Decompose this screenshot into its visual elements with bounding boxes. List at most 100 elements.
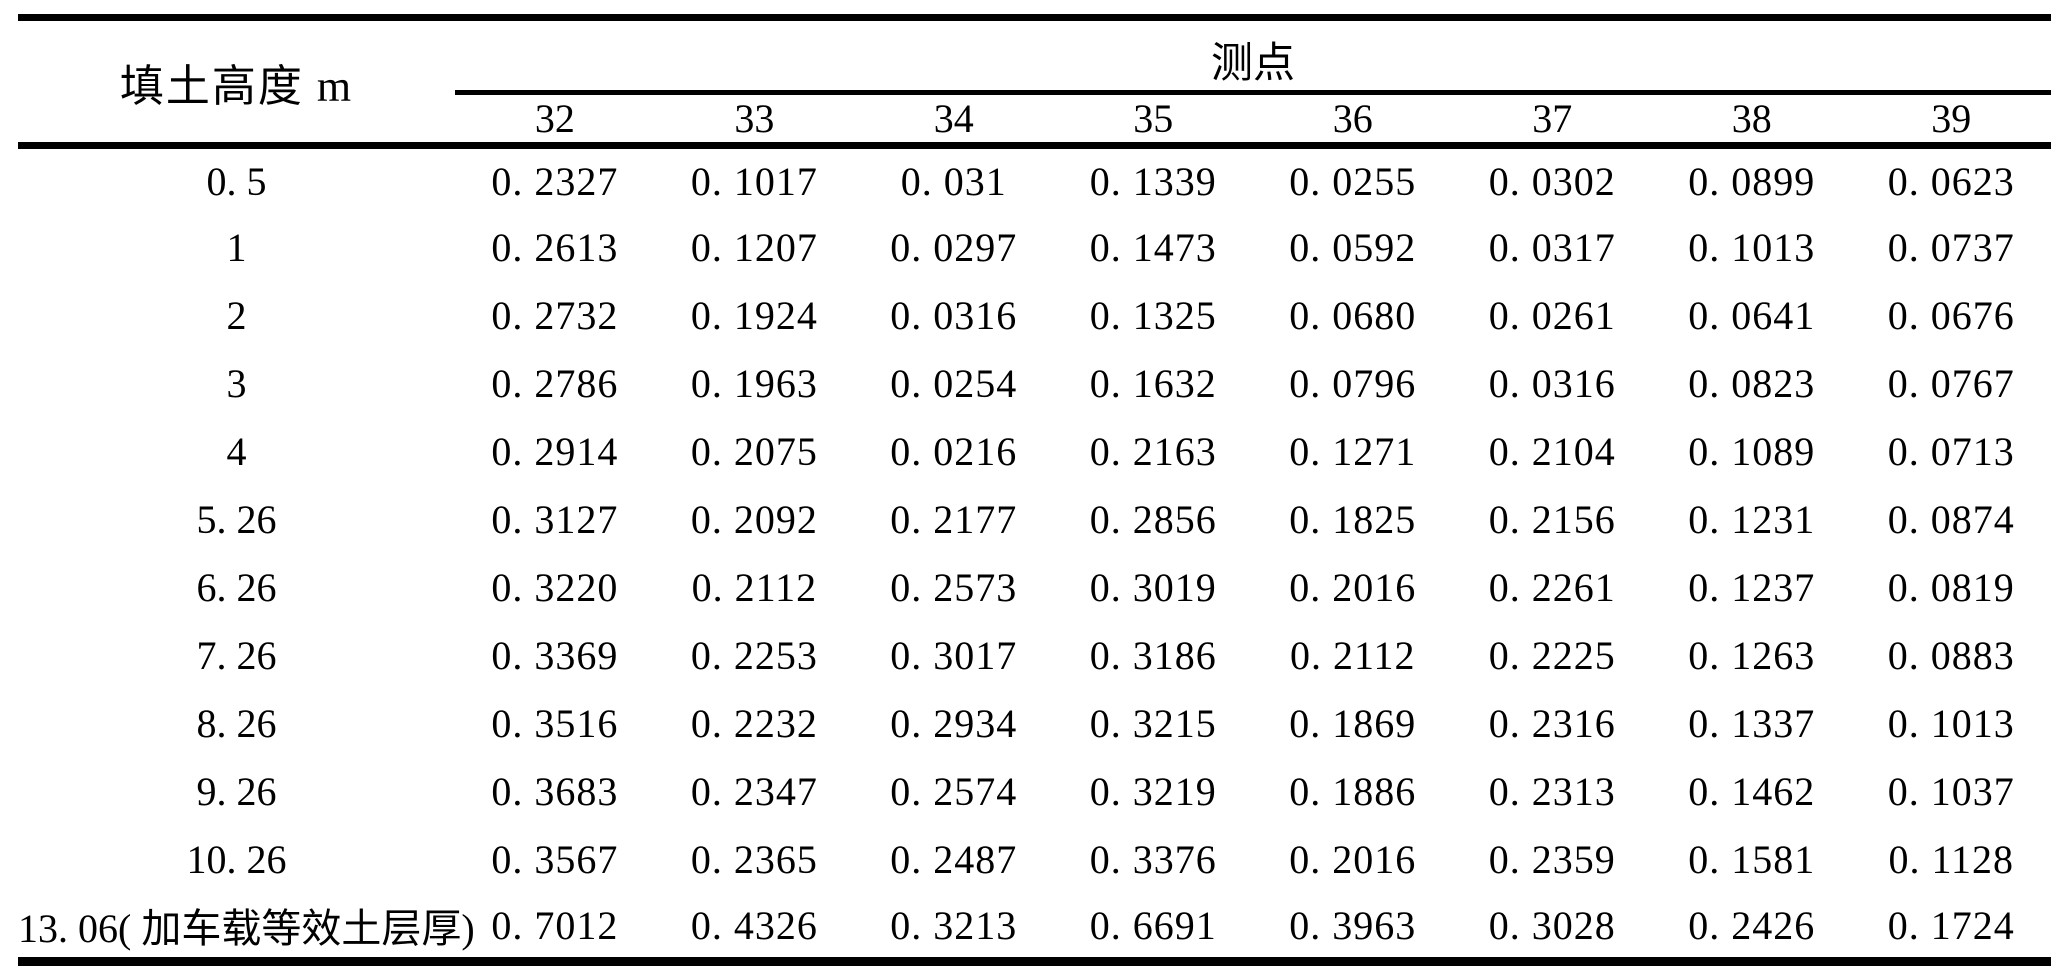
data-cell: 0. 2365 bbox=[690, 837, 818, 882]
column-group-title: 测点 bbox=[455, 17, 2051, 95]
data-cell: 0. 2359 bbox=[1488, 837, 1616, 882]
table-body: 0. 5 0. 2327 0. 1017 0. 031 0. 1339 0. 0255 0… bbox=[18, 146, 2051, 962]
data-cell: 0. 0316 bbox=[1488, 361, 1616, 406]
table-row: 0. 5 0. 2327 0. 1017 0. 031 0. 1339 0. 0255 0… bbox=[18, 146, 2051, 214]
row-label: 10. 26 bbox=[186, 837, 287, 882]
column-header-36: 36 bbox=[1253, 92, 1453, 149]
data-cell: 0. 3516 bbox=[491, 701, 619, 746]
data-cell: 0. 0713 bbox=[1887, 429, 2015, 474]
data-cell: 0. 1462 bbox=[1688, 769, 1816, 814]
data-cell: 0. 3213 bbox=[890, 902, 1018, 948]
row-label: 1 bbox=[226, 225, 247, 270]
data-cell: 0. 3369 bbox=[491, 633, 619, 678]
data-cell: 0. 1017 bbox=[690, 158, 818, 204]
data-cell: 0. 3376 bbox=[1089, 837, 1217, 882]
header-columns-row: 32 33 34 35 36 37 38 39 bbox=[18, 92, 2051, 149]
data-cell: 0. 0819 bbox=[1887, 565, 2015, 610]
data-cell: 0. 2232 bbox=[690, 701, 818, 746]
data-cell: 0. 0254 bbox=[890, 361, 1018, 406]
data-cell: 0. 1632 bbox=[1089, 361, 1217, 406]
data-cell: 0. 2856 bbox=[1089, 497, 1217, 542]
data-cell: 0. 2316 bbox=[1488, 701, 1616, 746]
data-cell: 0. 0316 bbox=[890, 293, 1018, 338]
data-cell: 0. 0737 bbox=[1887, 225, 2015, 270]
data-cell: 0. 2016 bbox=[1289, 565, 1417, 610]
data-cell: 0. 0302 bbox=[1488, 158, 1616, 204]
data-cell: 0. 2573 bbox=[890, 565, 1018, 610]
data-cell: 0. 0623 bbox=[1887, 158, 2015, 204]
table-row: 4 0. 2914 0. 2075 0. 0216 0. 2163 0. 1271 0. … bbox=[18, 418, 2051, 486]
data-cell: 0. 1271 bbox=[1289, 429, 1417, 474]
data-cell: 0. 2016 bbox=[1289, 837, 1417, 882]
data-cell: 0. 3215 bbox=[1089, 701, 1217, 746]
row-label: 7. 26 bbox=[196, 633, 277, 678]
data-cell: 0. 1869 bbox=[1289, 701, 1417, 746]
data-cell: 0. 3019 bbox=[1089, 565, 1217, 610]
data-cell: 0. 1089 bbox=[1688, 429, 1816, 474]
data-cell: 0. 031 bbox=[900, 158, 1007, 204]
data-cell: 0. 3683 bbox=[491, 769, 619, 814]
data-cell: 0. 0261 bbox=[1488, 293, 1616, 338]
column-header-38: 38 bbox=[1652, 92, 1852, 149]
data-cell: 0. 3127 bbox=[491, 497, 619, 542]
data-cell: 0. 2104 bbox=[1488, 429, 1616, 474]
column-header-34: 34 bbox=[854, 92, 1054, 149]
data-cell: 0. 0297 bbox=[890, 225, 1018, 270]
data-cell: 0. 2914 bbox=[491, 429, 619, 474]
table-row: 13. 06( 加车载等效土层厚) 0. 7012 0. 4326 0. 3213 0… bbox=[18, 894, 2051, 962]
data-cell: 0. 3567 bbox=[491, 837, 619, 882]
table-row: 3 0. 2786 0. 1963 0. 0254 0. 1632 0. 0796 0. … bbox=[18, 350, 2051, 418]
data-cell: 0. 1231 bbox=[1688, 497, 1816, 542]
row-label: 6. 26 bbox=[196, 565, 277, 610]
data-cell: 0. 0823 bbox=[1688, 361, 1816, 406]
data-cell: 0. 2732 bbox=[491, 293, 619, 338]
data-cell: 0. 3186 bbox=[1089, 633, 1217, 678]
table-row: 1 0. 2613 0. 1207 0. 0297 0. 1473 0. 0592 0. … bbox=[18, 214, 2051, 282]
row-label: 4 bbox=[226, 429, 247, 474]
data-cell: 0. 1013 bbox=[1887, 701, 2015, 746]
column-header-32: 32 bbox=[455, 92, 655, 149]
data-cell: 0. 2092 bbox=[690, 497, 818, 542]
data-cell: 0. 2313 bbox=[1488, 769, 1616, 814]
row-label: 9. 26 bbox=[196, 769, 277, 814]
row-header-title: 填土高度 m bbox=[18, 17, 456, 149]
data-cell: 0. 2112 bbox=[1290, 633, 1416, 678]
table-row: 8. 26 0. 3516 0. 2232 0. 2934 0. 3215 0. 186… bbox=[18, 690, 2051, 758]
table-row: 9. 26 0. 3683 0. 2347 0. 2574 0. 3219 0. 188… bbox=[18, 758, 2051, 826]
data-cell: 0. 1263 bbox=[1688, 633, 1816, 678]
data-cell: 0. 1886 bbox=[1289, 769, 1417, 814]
data-cell: 0. 1337 bbox=[1688, 701, 1816, 746]
data-cell: 0. 2261 bbox=[1488, 565, 1616, 610]
column-header-39: 39 bbox=[1851, 92, 2051, 149]
row-label: 13. 06( 加车载等效土层厚) bbox=[18, 906, 475, 952]
row-label: 8. 26 bbox=[196, 701, 277, 746]
data-cell: 0. 1013 bbox=[1688, 225, 1816, 270]
table-row: 10. 26 0. 3567 0. 2365 0. 2487 0. 3376 0. 20… bbox=[18, 826, 2051, 894]
table-header: 填土高度 m 测点 32 33 34 35 36 37 38 39 bbox=[18, 17, 2051, 149]
data-cell: 0. 0676 bbox=[1887, 293, 2015, 338]
data-cell: 0. 1037 bbox=[1887, 769, 2015, 814]
data-cell: 0. 3963 bbox=[1289, 902, 1417, 948]
data-cell: 0. 1924 bbox=[690, 293, 818, 338]
data-cell: 0. 3028 bbox=[1488, 902, 1616, 948]
table-row: 2 0. 2732 0. 1924 0. 0316 0. 1325 0. 0680 0. … bbox=[18, 282, 2051, 350]
data-cell: 0. 2327 bbox=[491, 158, 619, 204]
data-cell: 0. 4326 bbox=[690, 902, 818, 948]
data-cell: 0. 2347 bbox=[690, 769, 818, 814]
row-label: 2 bbox=[226, 293, 247, 338]
data-cell: 0. 1237 bbox=[1688, 565, 1816, 610]
data-cell: 0. 0641 bbox=[1688, 293, 1816, 338]
data-cell: 0. 0874 bbox=[1887, 497, 2015, 542]
column-header-37: 37 bbox=[1452, 92, 1652, 149]
data-cell: 0. 2112 bbox=[691, 565, 818, 610]
data-cell: 0. 2163 bbox=[1089, 429, 1217, 474]
settlement-data-table: 填土高度 m 测点 32 33 34 35 36 37 38 39 0. 5 0. 2327 0… bbox=[18, 14, 2051, 966]
row-label: 5. 26 bbox=[196, 497, 277, 542]
data-cell: 0. 2177 bbox=[890, 497, 1018, 542]
data-cell: 0. 1207 bbox=[690, 225, 818, 270]
data-cell: 0. 2225 bbox=[1488, 633, 1616, 678]
data-cell: 0. 2574 bbox=[890, 769, 1018, 814]
data-cell: 0. 0592 bbox=[1289, 225, 1417, 270]
data-cell: 0. 0255 bbox=[1289, 158, 1417, 204]
